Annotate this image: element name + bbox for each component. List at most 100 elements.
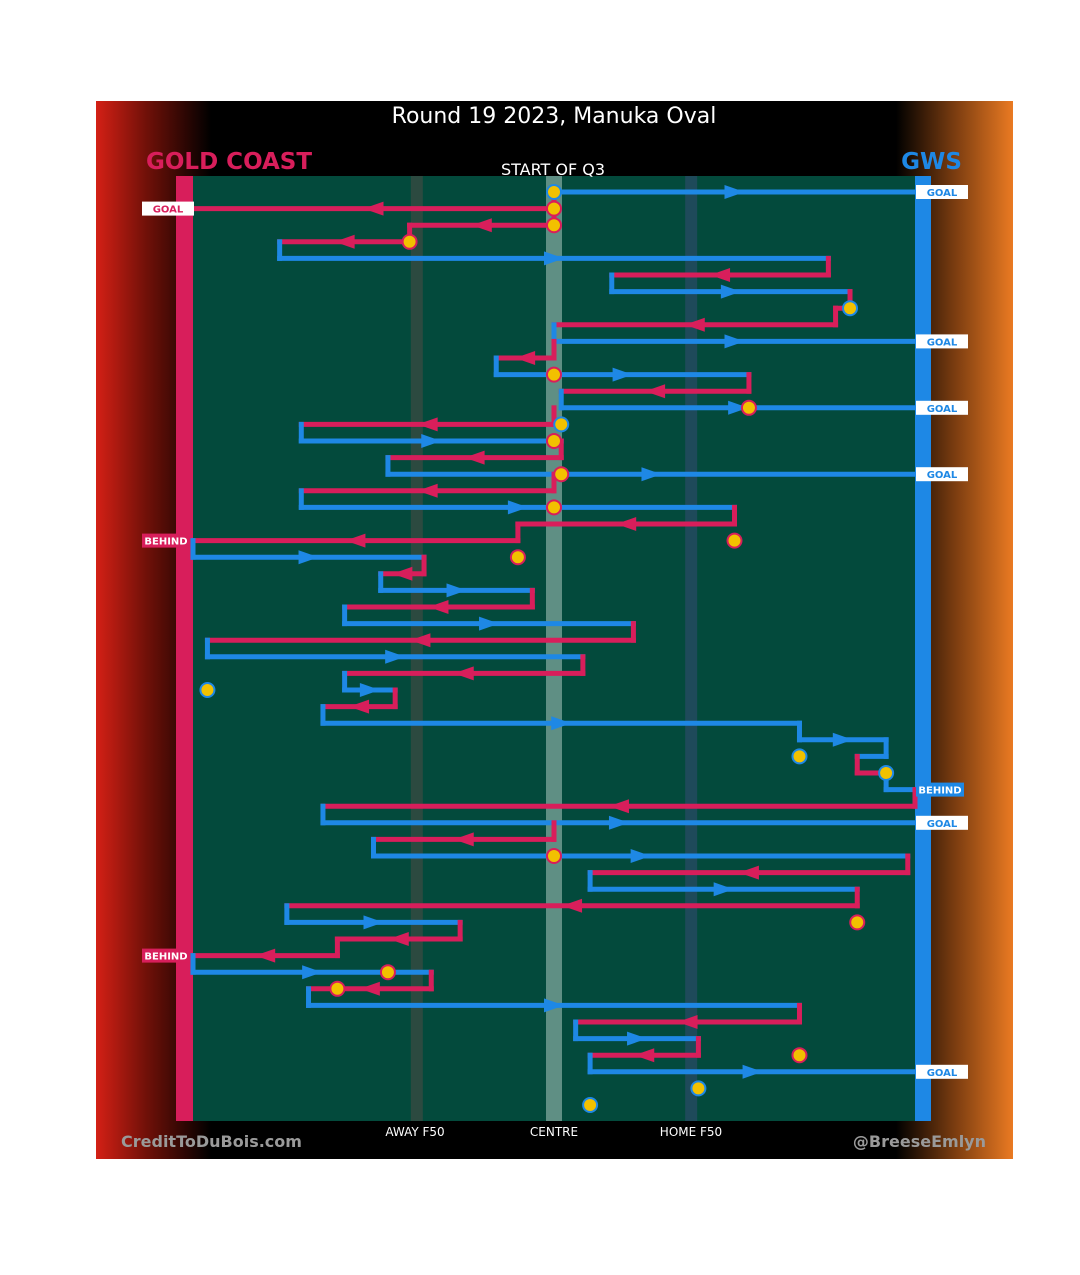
outcome-label: GOAL: [927, 337, 958, 348]
stoppage-marker: [199, 682, 216, 698]
chart-frame: GOAL GOAL GOAL GOAL GOAL BEHIND BEHIND GOAL BEHI…: [96, 101, 1013, 1159]
credit-right: @BreeseEmlyn: [853, 1132, 986, 1151]
chain-arrow: [634, 1048, 655, 1063]
chain-arrow: [359, 981, 380, 996]
outcome-label: GOAL: [927, 470, 958, 481]
outcome-label: GOAL: [927, 188, 958, 199]
stoppage-marker: [546, 433, 562, 449]
outcome-tag: [916, 782, 964, 797]
chain-arrow: [677, 1015, 698, 1029]
stoppage-marker: [546, 200, 562, 217]
outcome-tag: [142, 201, 194, 216]
outcome-label: GOAL: [927, 404, 958, 415]
chain-arrow: [832, 732, 853, 747]
chain-arrow: [710, 268, 731, 282]
chain-arrow: [507, 500, 528, 515]
outcome-label: GOAL: [927, 819, 958, 830]
stoppage-marker: [546, 217, 562, 234]
stoppage-marker: [553, 416, 570, 433]
chain-arrow: [724, 334, 745, 349]
stoppage-marker: [546, 184, 562, 200]
outcome-tag: [916, 1064, 968, 1079]
chain-arrow: [446, 583, 467, 598]
outcome-label: GOAL: [153, 205, 184, 216]
credit-left: CreditToDuBois.com: [121, 1132, 302, 1151]
stoppage-marker: [546, 366, 562, 383]
gws-goal-line: [915, 176, 931, 1121]
stoppage-marker: [726, 532, 743, 549]
chain-arrow: [417, 417, 438, 432]
chain-arrow: [453, 666, 474, 681]
chain-arrow: [453, 832, 474, 847]
chain-arrow: [479, 616, 500, 631]
stoppage-marker: [509, 549, 526, 566]
chain-arrow: [728, 400, 749, 415]
stoppage-marker: [791, 1047, 808, 1064]
outcome-tag: [916, 185, 968, 199]
stoppage-marker: [740, 399, 757, 416]
stoppage-marker: [878, 765, 895, 781]
chain-arrow: [428, 600, 449, 614]
chain-arrow: [742, 1064, 763, 1079]
chain-arrow: [302, 965, 323, 980]
home-f50-line: [685, 176, 698, 1121]
chain-arrow: [551, 716, 572, 731]
stoppage-marker: [546, 499, 562, 516]
chain-arrow: [627, 1031, 648, 1046]
outcome-tag: [142, 533, 190, 548]
chain-arrow: [388, 932, 409, 946]
outcome-tag: [916, 400, 968, 415]
chain-arrow: [345, 533, 366, 548]
chart-title: Round 19 2023, Manuka Oval: [392, 104, 717, 129]
chain-arrow: [724, 185, 745, 199]
chain-arrow: [713, 882, 734, 897]
chain-arrow: [385, 649, 406, 664]
chart-subtitle: START OF Q3: [501, 160, 605, 179]
chain-arrow: [421, 434, 442, 448]
chain-arrow: [630, 849, 651, 863]
chain-arrow: [738, 865, 759, 880]
chain-arrow: [363, 915, 384, 930]
chain-arrow: [417, 483, 438, 498]
chain-arrow: [612, 367, 633, 382]
stoppage-marker: [379, 964, 396, 981]
stoppage-marker: [842, 300, 859, 317]
chain-arrow: [359, 683, 380, 697]
chain-arrow: [349, 699, 370, 714]
left-team-name: GOLD COAST: [146, 149, 312, 175]
away-f50-label: AWAY F50: [385, 1125, 444, 1139]
chain-arrow: [645, 384, 666, 399]
outcome-label: GOAL: [927, 1068, 958, 1079]
outcome-tag: [916, 467, 968, 482]
chain-arrow: [255, 948, 276, 963]
stoppage-marker: [791, 748, 808, 765]
right-team-name: GWS: [901, 149, 962, 175]
chain-arrow: [544, 251, 564, 266]
chain-arrow: [608, 799, 629, 814]
chain-arrow: [562, 898, 583, 913]
stoppage-marker: [582, 1097, 599, 1113]
outcome-label: BEHIND: [918, 786, 961, 797]
outcome-label: BEHIND: [144, 537, 187, 548]
chain-arrow: [544, 998, 564, 1013]
chain-arrow: [616, 517, 637, 531]
centre-line: [546, 176, 562, 1121]
chain-arrow: [684, 317, 705, 332]
chain-arrow: [410, 633, 431, 648]
stoppage-marker: [690, 1080, 707, 1097]
outcome-tag: [916, 815, 968, 830]
chain-arrow: [515, 351, 536, 365]
stoppage-marker: [553, 466, 570, 483]
possession-chain-chart: GOAL GOAL GOAL GOAL GOAL BEHIND BEHIND GOAL BEHI…: [96, 101, 1013, 1159]
gold-coast-goal-line: [176, 176, 193, 1121]
home-f50-label: HOME F50: [660, 1125, 722, 1139]
stoppage-marker: [329, 980, 346, 997]
chain-arrow: [392, 566, 413, 581]
outcome-label: BEHIND: [144, 952, 187, 963]
stoppage-marker: [849, 914, 866, 931]
chain-arrow: [720, 284, 741, 299]
centre-label: CENTRE: [530, 1125, 578, 1139]
outcome-tag: [142, 948, 190, 963]
stoppage-marker: [546, 848, 562, 864]
chain-arrow: [334, 234, 355, 249]
